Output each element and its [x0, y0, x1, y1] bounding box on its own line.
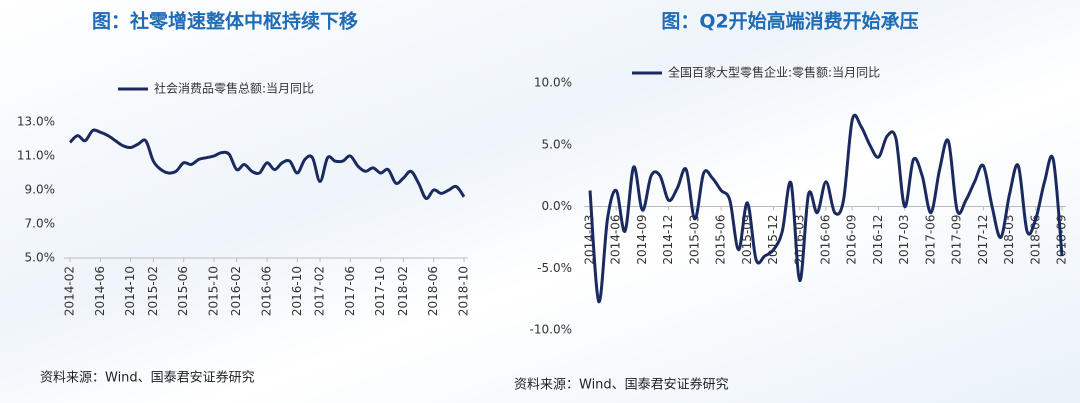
y-tick-label: 5.0% — [25, 251, 56, 265]
legend-label: 社会消费品零售总额:当月同比 — [154, 81, 314, 96]
x-tick-label: 2016-10 — [290, 266, 304, 316]
x-tick-label: 2017-06 — [343, 266, 357, 316]
x-tick-label: 2014-12 — [661, 215, 675, 265]
x-tick-label: 2016-12 — [871, 215, 885, 265]
line-series — [68, 128, 466, 201]
x-tick-label: 2015-10 — [206, 266, 220, 316]
x-tick-label: 2015-06 — [714, 215, 728, 265]
y-tick-label: 10.0% — [534, 76, 572, 90]
x-tick-label: 2016-09 — [845, 215, 859, 265]
x-tick-label: 2017-02 — [313, 266, 327, 316]
x-tick-label: 2015-02 — [146, 266, 160, 316]
x-tick-label: 2015-03 — [687, 215, 701, 265]
y-tick-label: -5.0% — [537, 261, 572, 275]
x-tick-label: 2017-12 — [976, 214, 990, 264]
x-tick-label: 2014-06 — [93, 266, 107, 316]
x-tick-label: 2014-10 — [123, 266, 137, 316]
y-tick-label: 11.0% — [17, 149, 55, 163]
x-tick-label: 2017-06 — [923, 215, 937, 265]
y-tick-label: 9.0% — [25, 183, 56, 197]
y-tick-label: 0.0% — [542, 199, 573, 213]
x-tick-label: 2018-03 — [1002, 215, 1016, 265]
line-series — [588, 113, 1064, 304]
x-tick-label: 2014-06 — [609, 215, 623, 265]
x-tick-label: 2018-06 — [426, 266, 440, 316]
y-tick-label: 5.0% — [542, 137, 573, 151]
y-tick-label: 13.0% — [17, 115, 55, 129]
x-tick-label: 2016-02 — [229, 266, 243, 316]
x-tick-label: 2017-03 — [897, 215, 911, 265]
x-tick-label: 2016-06 — [260, 266, 274, 316]
y-tick-label: 7.0% — [25, 217, 56, 231]
x-tick-label: 2018-02 — [396, 266, 410, 316]
source-note: 资料来源：Wind、国泰君安证券研究 — [40, 370, 255, 386]
x-tick-label: 2015-06 — [176, 266, 190, 316]
source-note: 资料来源：Wind、国泰君安证券研究 — [514, 377, 729, 393]
x-tick-label: 2016-06 — [819, 215, 833, 265]
chart-title: 图：社零增速整体中枢持续下移 — [92, 10, 358, 33]
x-tick-label: 2014-02 — [63, 266, 77, 316]
x-tick-label: 2017-10 — [373, 266, 387, 316]
x-tick-label: 2018-10 — [457, 266, 471, 316]
chart-title: 图：Q2开始高端消费开始承压 — [661, 10, 918, 33]
x-tick-label: 2014-09 — [635, 215, 649, 265]
y-tick-label: -10.0% — [530, 323, 572, 337]
legend-label: 全国百家大型零售企业:零售额:当月同比 — [668, 65, 880, 80]
x-tick-label: 2017-09 — [950, 215, 964, 265]
